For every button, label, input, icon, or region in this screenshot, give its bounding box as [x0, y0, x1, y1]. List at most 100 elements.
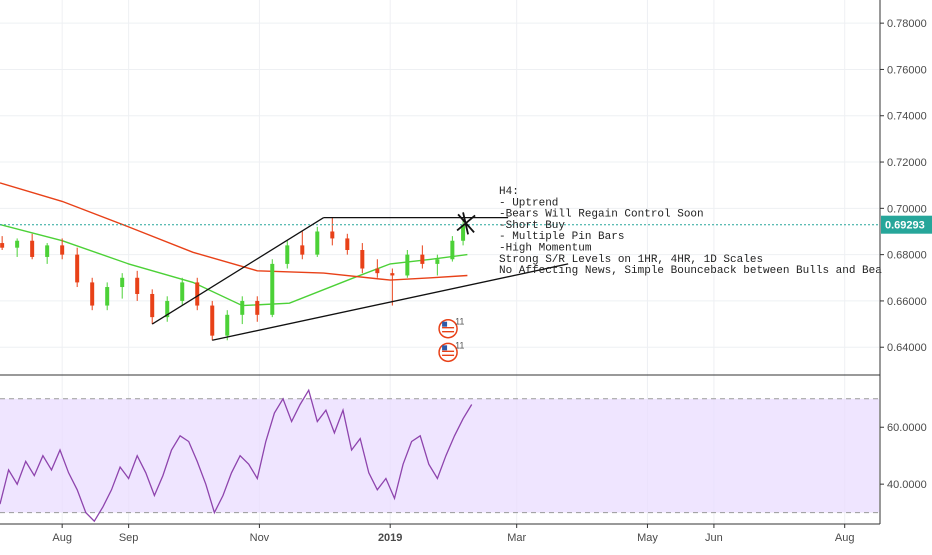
price-tick-label: 0.66000	[887, 296, 927, 308]
candle[interactable]	[105, 282, 110, 311]
candle[interactable]	[90, 277, 95, 311]
flag-canton-icon	[442, 321, 448, 327]
candle[interactable]	[135, 270, 140, 301]
annotation-line: - Multiple Pin Bars	[499, 231, 624, 243]
candle-body	[105, 287, 110, 306]
candle-body	[435, 259, 440, 264]
candle-body	[375, 268, 380, 274]
price-tick-label: 0.76000	[887, 64, 927, 76]
flag-stripes-icon	[442, 327, 455, 333]
candle[interactable]	[315, 226, 320, 257]
price-tick-label: 0.68000	[887, 250, 927, 262]
last-price-label: 0.69293	[885, 220, 925, 232]
price-tick-label: 0.78000	[887, 18, 927, 30]
candle-body	[255, 300, 260, 315]
candle-body	[330, 231, 335, 239]
price-tick-label: 0.74000	[887, 111, 927, 123]
candle[interactable]	[360, 243, 365, 274]
moving-averages	[0, 182, 468, 307]
event-count: 11	[455, 340, 464, 350]
cross-marker-icon[interactable]	[456, 212, 476, 235]
candle-body	[45, 245, 50, 257]
time-tick-label: Sep	[119, 532, 139, 544]
candle[interactable]	[165, 296, 170, 322]
time-tick-label: 2019	[378, 532, 402, 544]
candle-body	[165, 300, 170, 318]
flag-stripes-icon	[442, 350, 455, 357]
economic-event-badge[interactable]: 11	[438, 317, 464, 339]
annotation-line: - Uptrend	[499, 197, 558, 209]
candle[interactable]	[30, 233, 35, 260]
candle-body	[420, 254, 425, 264]
candle-body	[15, 240, 20, 248]
drawings[interactable]	[0, 212, 879, 341]
moving-average-line	[0, 223, 468, 307]
time-tick-label: Aug	[835, 532, 855, 544]
candle-body	[240, 300, 245, 315]
candle[interactable]	[461, 219, 466, 246]
price-tick-label: 0.64000	[887, 342, 927, 354]
candle[interactable]	[450, 236, 455, 262]
oscillator-band	[0, 398, 879, 513]
moving-average-line	[0, 182, 468, 281]
candle-body	[390, 273, 395, 276]
candle[interactable]	[75, 247, 80, 288]
oscillator-tick-label: 60.0000	[887, 422, 927, 434]
candle[interactable]	[120, 273, 125, 299]
price-tick-label: 0.70000	[887, 203, 927, 215]
candle[interactable]	[60, 238, 65, 260]
trendline[interactable]	[212, 263, 569, 341]
candle[interactable]	[195, 277, 200, 311]
candle-body	[0, 243, 5, 248]
candle-body	[285, 245, 290, 264]
candle-body	[461, 224, 466, 241]
candles[interactable]	[0, 217, 466, 341]
candle-body	[360, 250, 365, 269]
economic-event-badge[interactable]: 11	[438, 340, 464, 363]
annotation-line: -Short Buy	[499, 220, 565, 232]
candle[interactable]	[405, 250, 410, 278]
candle-body	[195, 282, 200, 306]
candle[interactable]	[225, 310, 230, 341]
candle[interactable]	[15, 238, 20, 257]
candle-body	[120, 277, 125, 288]
candle-body	[270, 263, 275, 315]
trendline[interactable]	[151, 217, 325, 325]
candle[interactable]	[210, 300, 215, 341]
flag-canton-icon	[442, 345, 448, 351]
event-badges[interactable]: 11 11	[438, 317, 464, 363]
candle[interactable]	[375, 259, 380, 278]
candle[interactable]	[390, 268, 395, 306]
candle[interactable]	[300, 231, 305, 260]
candle[interactable]	[285, 240, 290, 269]
candle[interactable]	[330, 217, 335, 246]
candle[interactable]	[0, 236, 5, 250]
candle[interactable]	[180, 277, 185, 306]
event-count: 11	[455, 317, 464, 327]
time-tick-label: Aug	[52, 532, 72, 544]
annotation-line: H4:	[499, 186, 519, 198]
candle-body	[150, 293, 155, 318]
candle-body	[90, 282, 95, 306]
candle[interactable]	[255, 296, 260, 322]
candle-body	[345, 238, 350, 250]
annotation-note[interactable]: H4:- Uptrend-Bears Will Regain Control S…	[499, 186, 882, 277]
candle[interactable]	[435, 254, 440, 276]
oscillator-line	[0, 388, 473, 523]
candle[interactable]	[45, 243, 50, 264]
annotation-line: Strong S/R Levels on 1HR, 4HR, 1D Scales	[499, 254, 763, 266]
time-tick-label: Mar	[507, 532, 526, 544]
candle-body	[180, 282, 185, 301]
candle-body	[315, 231, 320, 255]
candle[interactable]	[150, 289, 155, 325]
candle-body	[135, 277, 140, 294]
annotation-line: -High Momentum	[499, 243, 592, 255]
candle[interactable]	[270, 259, 275, 318]
candle[interactable]	[345, 233, 350, 255]
candle-body	[450, 240, 455, 260]
candle[interactable]	[240, 296, 245, 325]
oscillator-tick-label: 40.0000	[887, 479, 927, 491]
candle[interactable]	[420, 245, 425, 269]
